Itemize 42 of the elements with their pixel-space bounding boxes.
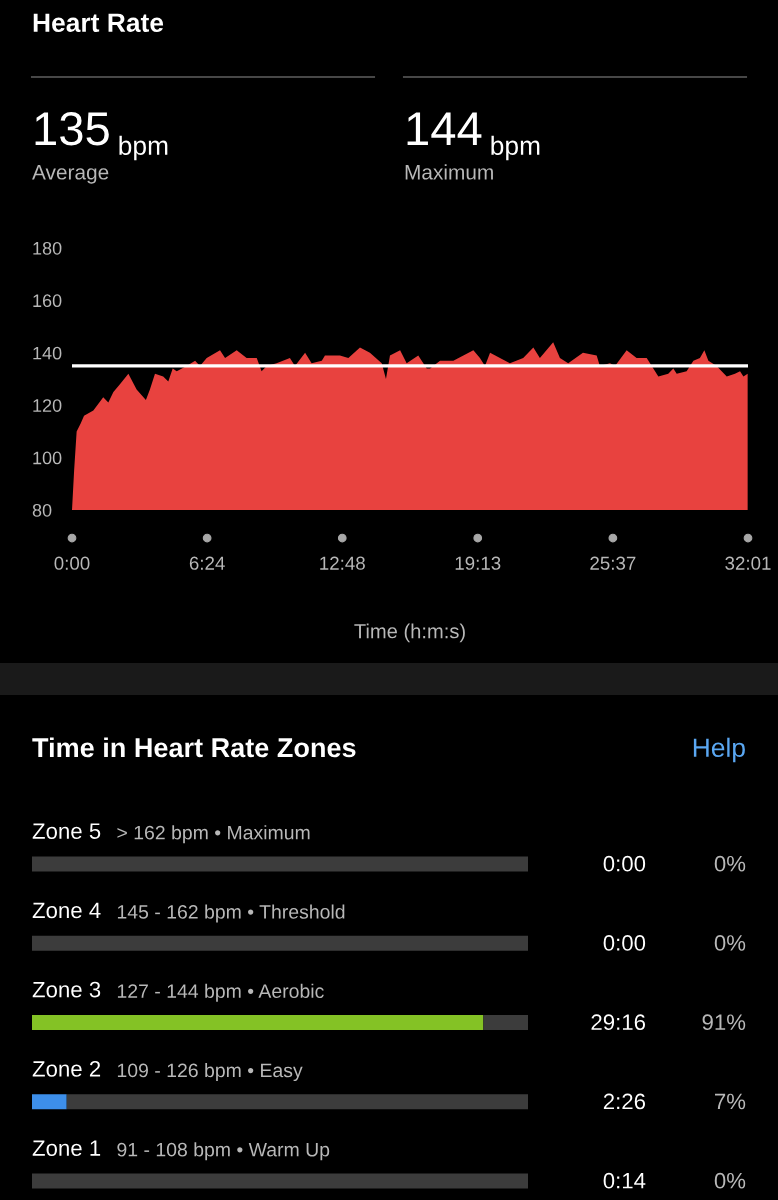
- y-tick-label: Zone 5: [32, 823, 101, 839]
- annotation: 91 - 108 bpm • Warm Up: [117, 1142, 330, 1161]
- text: 0:14: [603, 1172, 646, 1189]
- y-tick-label: Zone 3: [32, 981, 101, 998]
- x-tick-label: 32:01: [725, 556, 771, 570]
- chart-title: Heart Rate: [33, 13, 164, 33]
- data-label: 91%: [702, 1014, 746, 1031]
- y-tick-label: Zone 1: [32, 1140, 101, 1156]
- x-tick-label: 19:13: [455, 556, 501, 570]
- y-tick-label: 160: [33, 294, 62, 308]
- data-label: 0%: [714, 935, 746, 951]
- annotation: 109 - 126 bpm • Easy: [117, 1062, 303, 1082]
- y-tick-label: 80: [32, 503, 52, 517]
- text: 144: [407, 112, 482, 145]
- text: 29:16: [591, 1014, 646, 1031]
- annotation: > 162 bpm • Maximum: [117, 825, 310, 844]
- x-tick-label: 0:00: [54, 556, 90, 570]
- chart-title: Time in Heart Rate Zones: [32, 737, 356, 758]
- y-tick-label: 120: [33, 399, 62, 412]
- x-tick-label: 6:24: [189, 556, 225, 570]
- data-label: 0%: [714, 855, 746, 872]
- x-tick-label: 12:48: [320, 556, 365, 570]
- text: 135: [35, 112, 109, 146]
- y-tick-label: Zone 4: [32, 902, 101, 919]
- text: bpm: [491, 135, 540, 161]
- text: 0:00: [603, 855, 646, 872]
- y-tick-label: 180: [33, 241, 62, 255]
- text: Maximum: [405, 164, 493, 180]
- text: Help: [693, 737, 745, 763]
- y-tick-label: 140: [33, 346, 62, 360]
- x-axis-title: Time (h:m:s): [354, 623, 465, 643]
- text: Average: [32, 165, 109, 184]
- annotation: 145 - 162 bpm • Threshold: [117, 904, 345, 923]
- data-label: 7%: [715, 1093, 746, 1110]
- y-tick-label: 100: [33, 451, 62, 465]
- text: bpm: [119, 135, 168, 161]
- annotation: 127 - 144 bpm • Aerobic: [117, 983, 324, 1002]
- text: 2:26: [603, 1093, 646, 1110]
- y-tick-label: Zone 2: [32, 1060, 101, 1077]
- text: 0:00: [603, 935, 646, 951]
- x-tick-label: 25:37: [590, 556, 636, 570]
- data-label: 0%: [714, 1172, 746, 1189]
